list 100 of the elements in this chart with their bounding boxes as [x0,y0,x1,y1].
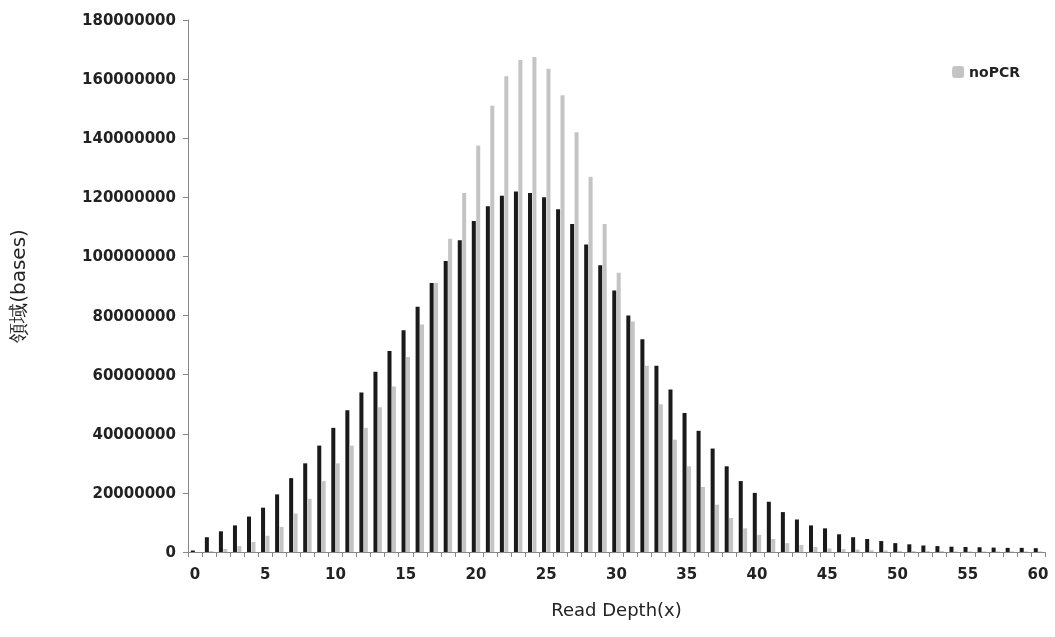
bar [630,321,635,552]
y-tick-label: 20000000 [92,483,176,502]
bar [799,544,804,552]
bar [949,546,954,552]
bar [265,535,270,552]
bar [729,518,734,552]
bar [490,105,495,552]
bar [570,223,575,552]
bar [485,206,490,552]
bar [223,549,228,552]
y-tick-label: 100000000 [82,247,176,266]
bar [851,537,856,552]
bar [377,407,382,552]
bar [499,195,504,552]
x-tick-label: 50 [887,564,908,583]
bar [701,486,706,552]
bar [247,516,252,552]
bar [658,404,663,552]
bar [307,498,312,552]
bar [574,132,579,552]
bar [865,539,870,552]
x-tick-label: 55 [957,564,979,583]
x-tick-label: 15 [395,564,417,583]
x-tick-label: 0 [189,564,201,583]
bar [232,525,237,552]
bar [504,76,509,552]
bar [766,501,771,552]
bar [724,466,729,552]
bar [317,445,322,552]
bar [434,283,439,552]
bar [335,463,340,552]
y-tick-label: 60000000 [92,365,176,384]
x-tick-label: 20 [465,564,487,583]
bar [794,519,799,552]
bar [584,244,589,552]
bar [556,209,561,552]
bar [349,445,354,552]
bar [598,265,603,552]
bar [420,324,425,552]
bar [752,492,757,552]
bar [345,410,350,552]
bar [527,192,532,552]
bar [1019,547,1024,552]
bar [532,56,537,552]
bar [261,507,266,552]
bar [218,531,223,552]
bar [757,534,762,552]
y-tick-label: 180000000 [82,11,176,29]
bar [303,463,308,552]
bar [289,478,294,552]
y-tick-label: 80000000 [92,306,176,325]
bar [476,145,481,552]
bar [560,95,565,552]
bar [542,197,547,552]
bar [546,68,551,552]
bar [462,192,467,552]
bar [977,547,982,552]
x-tick-label: 30 [606,564,627,583]
bar [373,371,378,552]
bar [415,306,420,552]
x-tick-label: 10 [325,564,346,583]
legend-label: noPCR [969,64,1021,80]
bar [279,526,284,552]
bar [602,223,607,552]
bar [471,220,476,552]
bar [682,413,687,552]
bar [518,59,523,552]
bar [640,339,645,552]
y-tick-label: 140000000 [82,129,176,148]
bar [738,481,743,552]
bar [237,546,242,552]
x-tick-label: 60 [1027,564,1049,583]
bar [668,389,673,552]
bar [1033,548,1038,552]
y-axis-title: 領域(bases) [6,229,30,343]
bar [391,386,396,552]
bar [588,176,593,552]
bar [921,545,926,552]
y-tick-label: 0 [165,543,176,561]
bar [251,541,256,552]
bar [907,544,912,552]
bar [405,356,410,552]
bar [293,513,298,552]
bar [321,481,326,552]
bar [893,543,898,552]
bar [443,260,448,552]
bar [626,315,631,552]
bar [387,351,392,552]
x-axis-title: Read Depth(x) [551,598,682,620]
bar [359,392,364,552]
bar [935,546,940,552]
bar [672,439,677,552]
bar [710,448,715,552]
bar [879,541,884,552]
bar [654,365,659,552]
bar [616,272,621,552]
bar [457,240,462,552]
bar [823,528,828,552]
x-tick-label: 45 [816,564,838,583]
bar [331,427,336,552]
